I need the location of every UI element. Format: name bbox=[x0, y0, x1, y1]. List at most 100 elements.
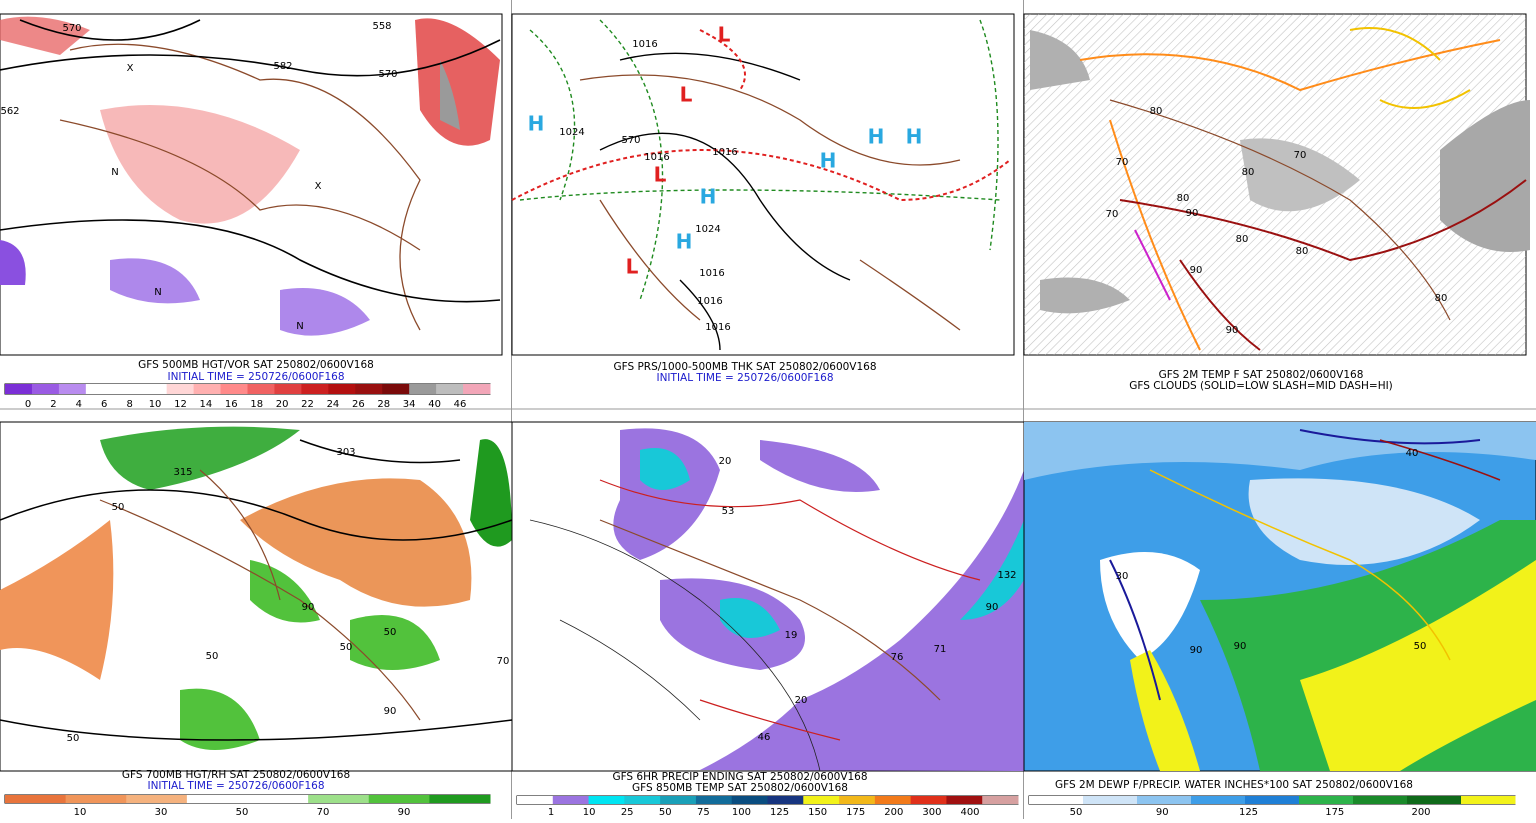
contour-label: 70 bbox=[497, 656, 510, 667]
colorbar-label: 90 bbox=[398, 807, 411, 818]
colorbar-swatch bbox=[552, 796, 590, 804]
contour-label: 132 bbox=[997, 570, 1016, 581]
colorbar-swatch bbox=[85, 384, 114, 394]
contour-label: 1024 bbox=[559, 127, 584, 138]
labels-and-colorbars: GFS 500MB HGT/VOR SAT 250802/0600V168INI… bbox=[0, 21, 1516, 818]
caption: GFS PRS/1000-500MB THK SAT 250802/0600V1… bbox=[613, 361, 876, 373]
contour-label: 90 bbox=[384, 706, 397, 717]
pressure-center: L bbox=[654, 163, 667, 187]
map-panel-4 bbox=[0, 421, 513, 772]
colorbar-label: 1 bbox=[548, 807, 554, 818]
colorbar-label: 18 bbox=[250, 399, 263, 410]
colorbar-swatch bbox=[1407, 796, 1462, 804]
contour-label: 90 bbox=[302, 602, 315, 613]
colorbar-label: 2 bbox=[50, 399, 56, 410]
contour-label: 558 bbox=[372, 21, 391, 32]
pressure-center: L bbox=[680, 83, 693, 107]
colorbar-swatch bbox=[274, 384, 302, 394]
map-panel-2 bbox=[511, 13, 1015, 356]
colorbar-label: 125 bbox=[770, 807, 789, 818]
colorbar-swatch bbox=[1083, 796, 1138, 804]
contour-label: N bbox=[154, 287, 161, 298]
colorbar-label: 25 bbox=[621, 807, 634, 818]
caption-sub: INITIAL TIME = 250726/0600F168 bbox=[656, 372, 833, 384]
colorbar-label: 4 bbox=[76, 399, 82, 410]
colorbar-label: 30 bbox=[155, 807, 168, 818]
colorbar-swatch bbox=[1137, 796, 1192, 804]
contour-label: N bbox=[111, 167, 118, 178]
contour-label: 50 bbox=[67, 733, 80, 744]
contour-label: 1016 bbox=[699, 268, 724, 279]
caption-sub: GFS CLOUDS (SOLID=LOW SLASH=MID DASH=HI) bbox=[1129, 380, 1393, 392]
contour-label: 40 bbox=[1406, 448, 1419, 459]
contour-label: 303 bbox=[336, 447, 355, 458]
contour-label: 80 bbox=[1296, 246, 1309, 257]
colorbar-label: 50 bbox=[659, 807, 672, 818]
contour-label: X bbox=[127, 63, 134, 74]
colorbar-label: 175 bbox=[1325, 807, 1344, 818]
caption: GFS 2M TEMP F SAT 250802/0600V168 bbox=[1159, 369, 1364, 381]
colorbar-swatch bbox=[982, 796, 1019, 804]
contour-label: 50 bbox=[1414, 641, 1427, 652]
contour-label: X bbox=[315, 181, 322, 192]
contour-label: 90 bbox=[1186, 208, 1199, 219]
contour-label: 90 bbox=[1234, 641, 1247, 652]
colorbar-swatch bbox=[1299, 796, 1354, 804]
contour-label: 90 bbox=[1190, 645, 1203, 656]
caption-sub: INITIAL TIME = 250726/0600F168 bbox=[147, 780, 324, 792]
colorbar-swatch bbox=[767, 796, 804, 804]
contour-label: 50 bbox=[206, 651, 219, 662]
contour-label: 1016 bbox=[712, 147, 737, 158]
contour-label: 80 bbox=[1236, 234, 1249, 245]
contour-label: 46 bbox=[758, 732, 771, 743]
colorbar-label: 6 bbox=[101, 399, 107, 410]
pressure-center: H bbox=[820, 149, 837, 173]
caption-sub: INITIAL TIME = 250726/0600F168 bbox=[167, 371, 344, 383]
colorbar-swatch bbox=[1353, 796, 1408, 804]
colorbar-label: 40 bbox=[428, 399, 441, 410]
contour-label: 1016 bbox=[644, 152, 669, 163]
colorbar-swatch bbox=[166, 384, 195, 394]
colorbar-label: 8 bbox=[126, 399, 132, 410]
colorbar-swatch bbox=[126, 795, 188, 803]
colorbar-swatch bbox=[247, 795, 309, 803]
colorbar-swatch bbox=[436, 384, 464, 394]
contour-label: 50 bbox=[340, 642, 353, 653]
colorbar-label: 300 bbox=[922, 807, 941, 818]
colorbar-swatch bbox=[660, 796, 697, 804]
colorbar-swatch bbox=[139, 384, 168, 394]
contour-label: 570 bbox=[62, 23, 81, 34]
contour-label: 19 bbox=[785, 630, 798, 641]
colorbar-label: 150 bbox=[808, 807, 827, 818]
caption-sub: GFS 850MB TEMP SAT 250802/0600V168 bbox=[632, 782, 848, 794]
contour-label: 80 bbox=[1435, 293, 1448, 304]
colorbar-swatch bbox=[839, 796, 876, 804]
pressure-center: H bbox=[868, 125, 885, 149]
colorbar-label: 34 bbox=[403, 399, 416, 410]
colorbar-label: 70 bbox=[317, 807, 330, 818]
contour-label: 70 bbox=[1106, 209, 1119, 220]
colorbar-label: 14 bbox=[200, 399, 213, 410]
contour-label: 90 bbox=[1226, 325, 1239, 336]
colorbar-label: 22 bbox=[301, 399, 314, 410]
colorbar-swatch bbox=[65, 795, 127, 803]
map-panel-6 bbox=[1023, 421, 1536, 772]
colorbar-label: 0 bbox=[25, 399, 31, 410]
contour-label: 1016 bbox=[705, 322, 730, 333]
colorbar-swatch bbox=[301, 384, 329, 394]
colorbar-swatch bbox=[220, 384, 248, 394]
caption: GFS 700MB HGT/RH SAT 250802/0600V168 bbox=[122, 769, 350, 781]
map-panel-1 bbox=[0, 13, 503, 356]
colorbar-label: 90 bbox=[1156, 807, 1169, 818]
caption: GFS 2M DEWP F/PRECIP. WATER INCHES*100 S… bbox=[1055, 779, 1413, 791]
pressure-center: H bbox=[700, 185, 717, 209]
colorbar-swatch bbox=[588, 796, 625, 804]
colorbar-swatch bbox=[5, 795, 67, 803]
colorbar-swatch bbox=[112, 384, 141, 394]
colorbar-swatch bbox=[186, 795, 248, 803]
colorbar-label: 10 bbox=[149, 399, 162, 410]
colorbar-swatch bbox=[382, 384, 410, 394]
contour-label: 90 bbox=[986, 602, 999, 613]
colorbar-swatch bbox=[803, 796, 840, 804]
colorbar-swatch bbox=[624, 796, 661, 804]
